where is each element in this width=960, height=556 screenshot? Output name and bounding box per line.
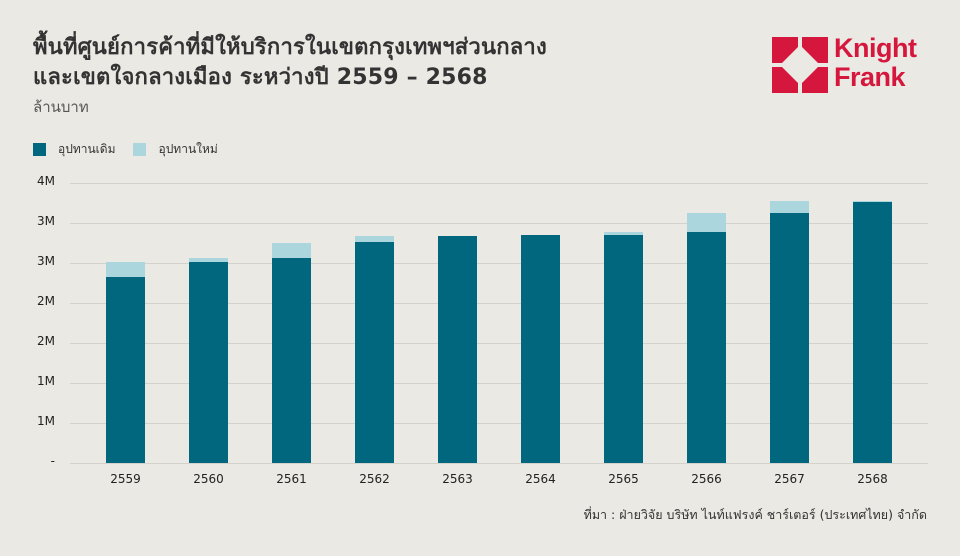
- chart-title-line2: และเขตใจกลางเมือง ระหว่างปี 2559 – 2568: [33, 65, 488, 90]
- logo-wordmark: Knight Frank: [834, 33, 917, 92]
- bar-segment-existing: [272, 258, 311, 463]
- bar-2559: [106, 262, 145, 463]
- bar-2566: [687, 212, 726, 463]
- legend-swatch-existing: [33, 143, 46, 156]
- y-axis-tick-label: 3M: [37, 254, 55, 268]
- bar-segment-existing: [687, 231, 726, 463]
- bar-2562: [355, 235, 394, 463]
- gridline: [70, 263, 928, 264]
- bar-segment-new: [604, 231, 643, 235]
- x-axis-tick-label: 2559: [110, 472, 141, 486]
- x-axis-tick-label: 2566: [691, 472, 722, 486]
- y-axis-tick-label: 2M: [37, 294, 55, 308]
- y-axis-tick-label: 1M: [37, 414, 55, 428]
- bar-segment-new: [853, 200, 892, 203]
- bar-segment-existing: [355, 242, 394, 463]
- gridline: [70, 303, 928, 304]
- bar-segment-existing: [438, 235, 477, 463]
- x-axis-tick-label: 2565: [608, 472, 639, 486]
- chart-title-line1: พื้นที่ศูนย์การค้าที่มีให้บริการในเขตกรุ…: [33, 35, 547, 60]
- knight-frank-logo: Knight Frank: [772, 34, 932, 94]
- y-axis-tick-label: 4M: [37, 174, 55, 188]
- x-axis-tick-label: 2568: [857, 472, 888, 486]
- gridline: [70, 183, 928, 184]
- bar-segment-existing: [521, 235, 560, 463]
- y-axis-tick-label: 3M: [37, 214, 55, 228]
- bar-2563: [438, 235, 477, 463]
- gridline: [70, 343, 928, 344]
- bar-segment-new: [189, 258, 228, 263]
- knight-frank-logo-icon: [772, 37, 828, 93]
- gridline: [70, 223, 928, 224]
- legend-item-existing: อุปทานเดิม: [33, 140, 115, 159]
- y-axis-tick-label: -: [50, 454, 55, 468]
- x-axis-tick-label: 2562: [359, 472, 390, 486]
- legend-swatch-new: [133, 143, 147, 156]
- chart-title: พื้นที่ศูนย์การค้าที่มีให้บริการในเขตกรุ…: [33, 33, 547, 93]
- bar-2568: [853, 200, 892, 463]
- bar-segment-new: [106, 262, 145, 277]
- bar-segment-existing: [106, 276, 145, 463]
- gridline: [70, 423, 928, 424]
- gridline: [70, 463, 928, 464]
- x-axis-tick-label: 2564: [525, 472, 556, 486]
- x-axis-tick-label: 2563: [442, 472, 473, 486]
- y-axis-tick-label: 1M: [37, 374, 55, 388]
- bar-segment-existing: [604, 234, 643, 463]
- source-note: ที่มา : ฝ่ายวิจัย บริษัท ไนท์แฟรงค์ ชาร์…: [583, 507, 927, 522]
- bar-2561: [272, 243, 311, 463]
- legend-item-new: อุปทานใหม่: [133, 140, 218, 159]
- bar-2567: [770, 200, 809, 463]
- gridline: [70, 383, 928, 384]
- x-axis-tick-label: 2567: [774, 472, 805, 486]
- y-axis-tick-label: 2M: [37, 334, 55, 348]
- bar-2565: [604, 231, 643, 463]
- bar-segment-existing: [770, 212, 809, 463]
- bar-segment-existing: [189, 262, 228, 463]
- x-axis-tick-label: 2560: [193, 472, 224, 486]
- x-axis-tick-label: 2561: [276, 472, 307, 486]
- bar-2564: [521, 235, 560, 463]
- bar-segment-new: [770, 200, 809, 213]
- chart-legend: อุปทานเดิม อุปทานใหม่: [33, 140, 236, 159]
- chart-unit-label: ล้านบาท: [33, 98, 89, 116]
- bar-2560: [189, 258, 228, 463]
- bar-segment-new: [687, 212, 726, 232]
- bar-segment-existing: [853, 202, 892, 463]
- bar-segment-new: [355, 235, 394, 243]
- bar-segment-new: [272, 243, 311, 259]
